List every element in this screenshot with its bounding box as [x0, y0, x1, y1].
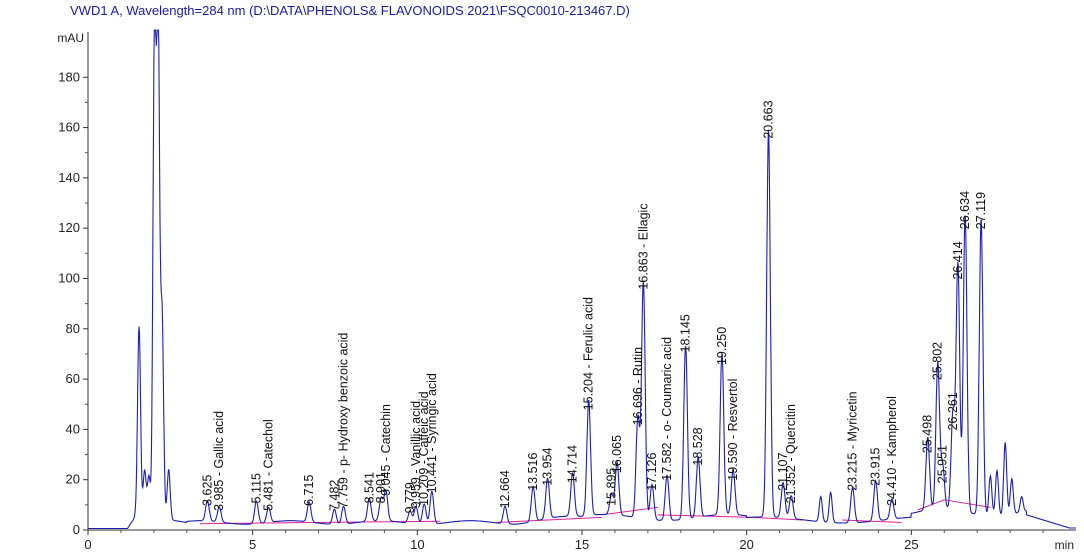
y-axis-unit: mAU	[57, 31, 84, 45]
baseline-segment	[753, 516, 803, 521]
y-tick-label: 180	[58, 69, 80, 84]
peak-label: 12.664	[498, 470, 512, 508]
baseline-segment	[944, 499, 991, 508]
y-tick-label: 140	[58, 170, 80, 185]
x-tick-label: 20	[739, 537, 753, 552]
peak-label: 10.441 - Syringic acid	[425, 373, 439, 493]
peak-label: 19.590 - Resvertol	[726, 379, 740, 481]
peak-label: 16.696 - Rutin	[631, 347, 645, 426]
y-tick-label: 60	[66, 371, 80, 386]
peak-label: 3.625	[200, 475, 214, 506]
peak-label: 26.634	[958, 191, 972, 229]
peak-label: 5.481 - Catechol	[262, 419, 276, 511]
y-tick-label: 120	[58, 220, 80, 235]
peak-label: 8.541	[362, 472, 376, 503]
peak-label: 21.352 - Quercitin	[784, 404, 798, 503]
baseline-segment	[842, 519, 902, 523]
peak-label: 20.663	[762, 100, 776, 138]
peak-label: 13.954	[541, 447, 555, 485]
x-tick-label: 5	[249, 537, 256, 552]
peak-label: 9.045 - Catechin	[379, 404, 393, 496]
peak-label: 14.714	[566, 445, 580, 483]
x-tick-label: 25	[904, 537, 918, 552]
peak-label: 16.065	[610, 435, 624, 473]
baseline-segment	[496, 516, 602, 523]
x-tick-label: 15	[575, 537, 589, 552]
integration-baseline	[199, 499, 991, 525]
peak-label: 24.410 - Kampherol	[885, 396, 899, 506]
chromatogram-trace	[88, 29, 1076, 530]
y-tick-label: 160	[58, 120, 80, 135]
peak-label: 21.107	[776, 453, 790, 491]
y-tick-label: 40	[66, 421, 80, 436]
axes: 0 20 40 60 80 100 120 140 160 180 mAU 0 5 10 15 20 25 min	[57, 31, 1076, 552]
y-tick-label: 0	[73, 522, 80, 537]
x-axis-unit: min	[1055, 538, 1074, 552]
chromatogram-line	[88, 29, 1076, 530]
peak-label: 5.115	[249, 473, 263, 503]
peak-label: 16.863 - Ellagic	[636, 203, 650, 289]
peak-label: 10.209 - Caffeic acid	[417, 391, 431, 505]
x-tick-label: 10	[410, 537, 424, 552]
peak-label: 9.779	[403, 482, 417, 513]
peak-label: 15.204 - Ferulic acid	[582, 297, 596, 410]
y-tick-label: 80	[66, 321, 80, 336]
peak-label: 7.759 - p- Hydroxy benzoic acid	[337, 333, 351, 509]
peak-label: 25.802	[931, 342, 945, 380]
peak-label: 3.985 - Gallic acid	[212, 411, 226, 511]
x-tick-label: 0	[84, 537, 91, 552]
peak-label: 25.951	[936, 445, 950, 483]
peak-label: 18.528	[691, 427, 705, 465]
peak-label: 19.250	[715, 327, 729, 365]
peak-label: 6.715	[302, 475, 316, 506]
peak-label: 15.895	[604, 468, 618, 506]
peak-label: 23.915	[869, 447, 883, 485]
y-tick-label: 20	[66, 472, 80, 487]
peak-label: 7.482	[327, 480, 341, 511]
peak-label: 26.261	[946, 392, 960, 430]
peak-label: 27.119	[974, 192, 988, 229]
peak-label: 23.215 - Myricetin	[846, 391, 860, 490]
peak-label: 9.959 - Vanillic acid	[409, 401, 423, 509]
y-tick-label: 100	[58, 270, 80, 285]
peak-label: 13.516	[526, 453, 540, 491]
chart-title: VWD1 A, Wavelength=284 nm (D:\DATA\PHENO…	[70, 3, 630, 18]
baseline-segment	[917, 499, 945, 511]
peak-label: 25.498	[921, 415, 935, 453]
peak-label: 8.901	[374, 472, 388, 503]
peak-label: 17.582 - o- Coumaric acid	[660, 337, 674, 481]
peak-label: 18.145	[679, 314, 693, 352]
peak-label: 26.414	[951, 241, 965, 279]
peak-label: 17.126	[645, 453, 659, 491]
